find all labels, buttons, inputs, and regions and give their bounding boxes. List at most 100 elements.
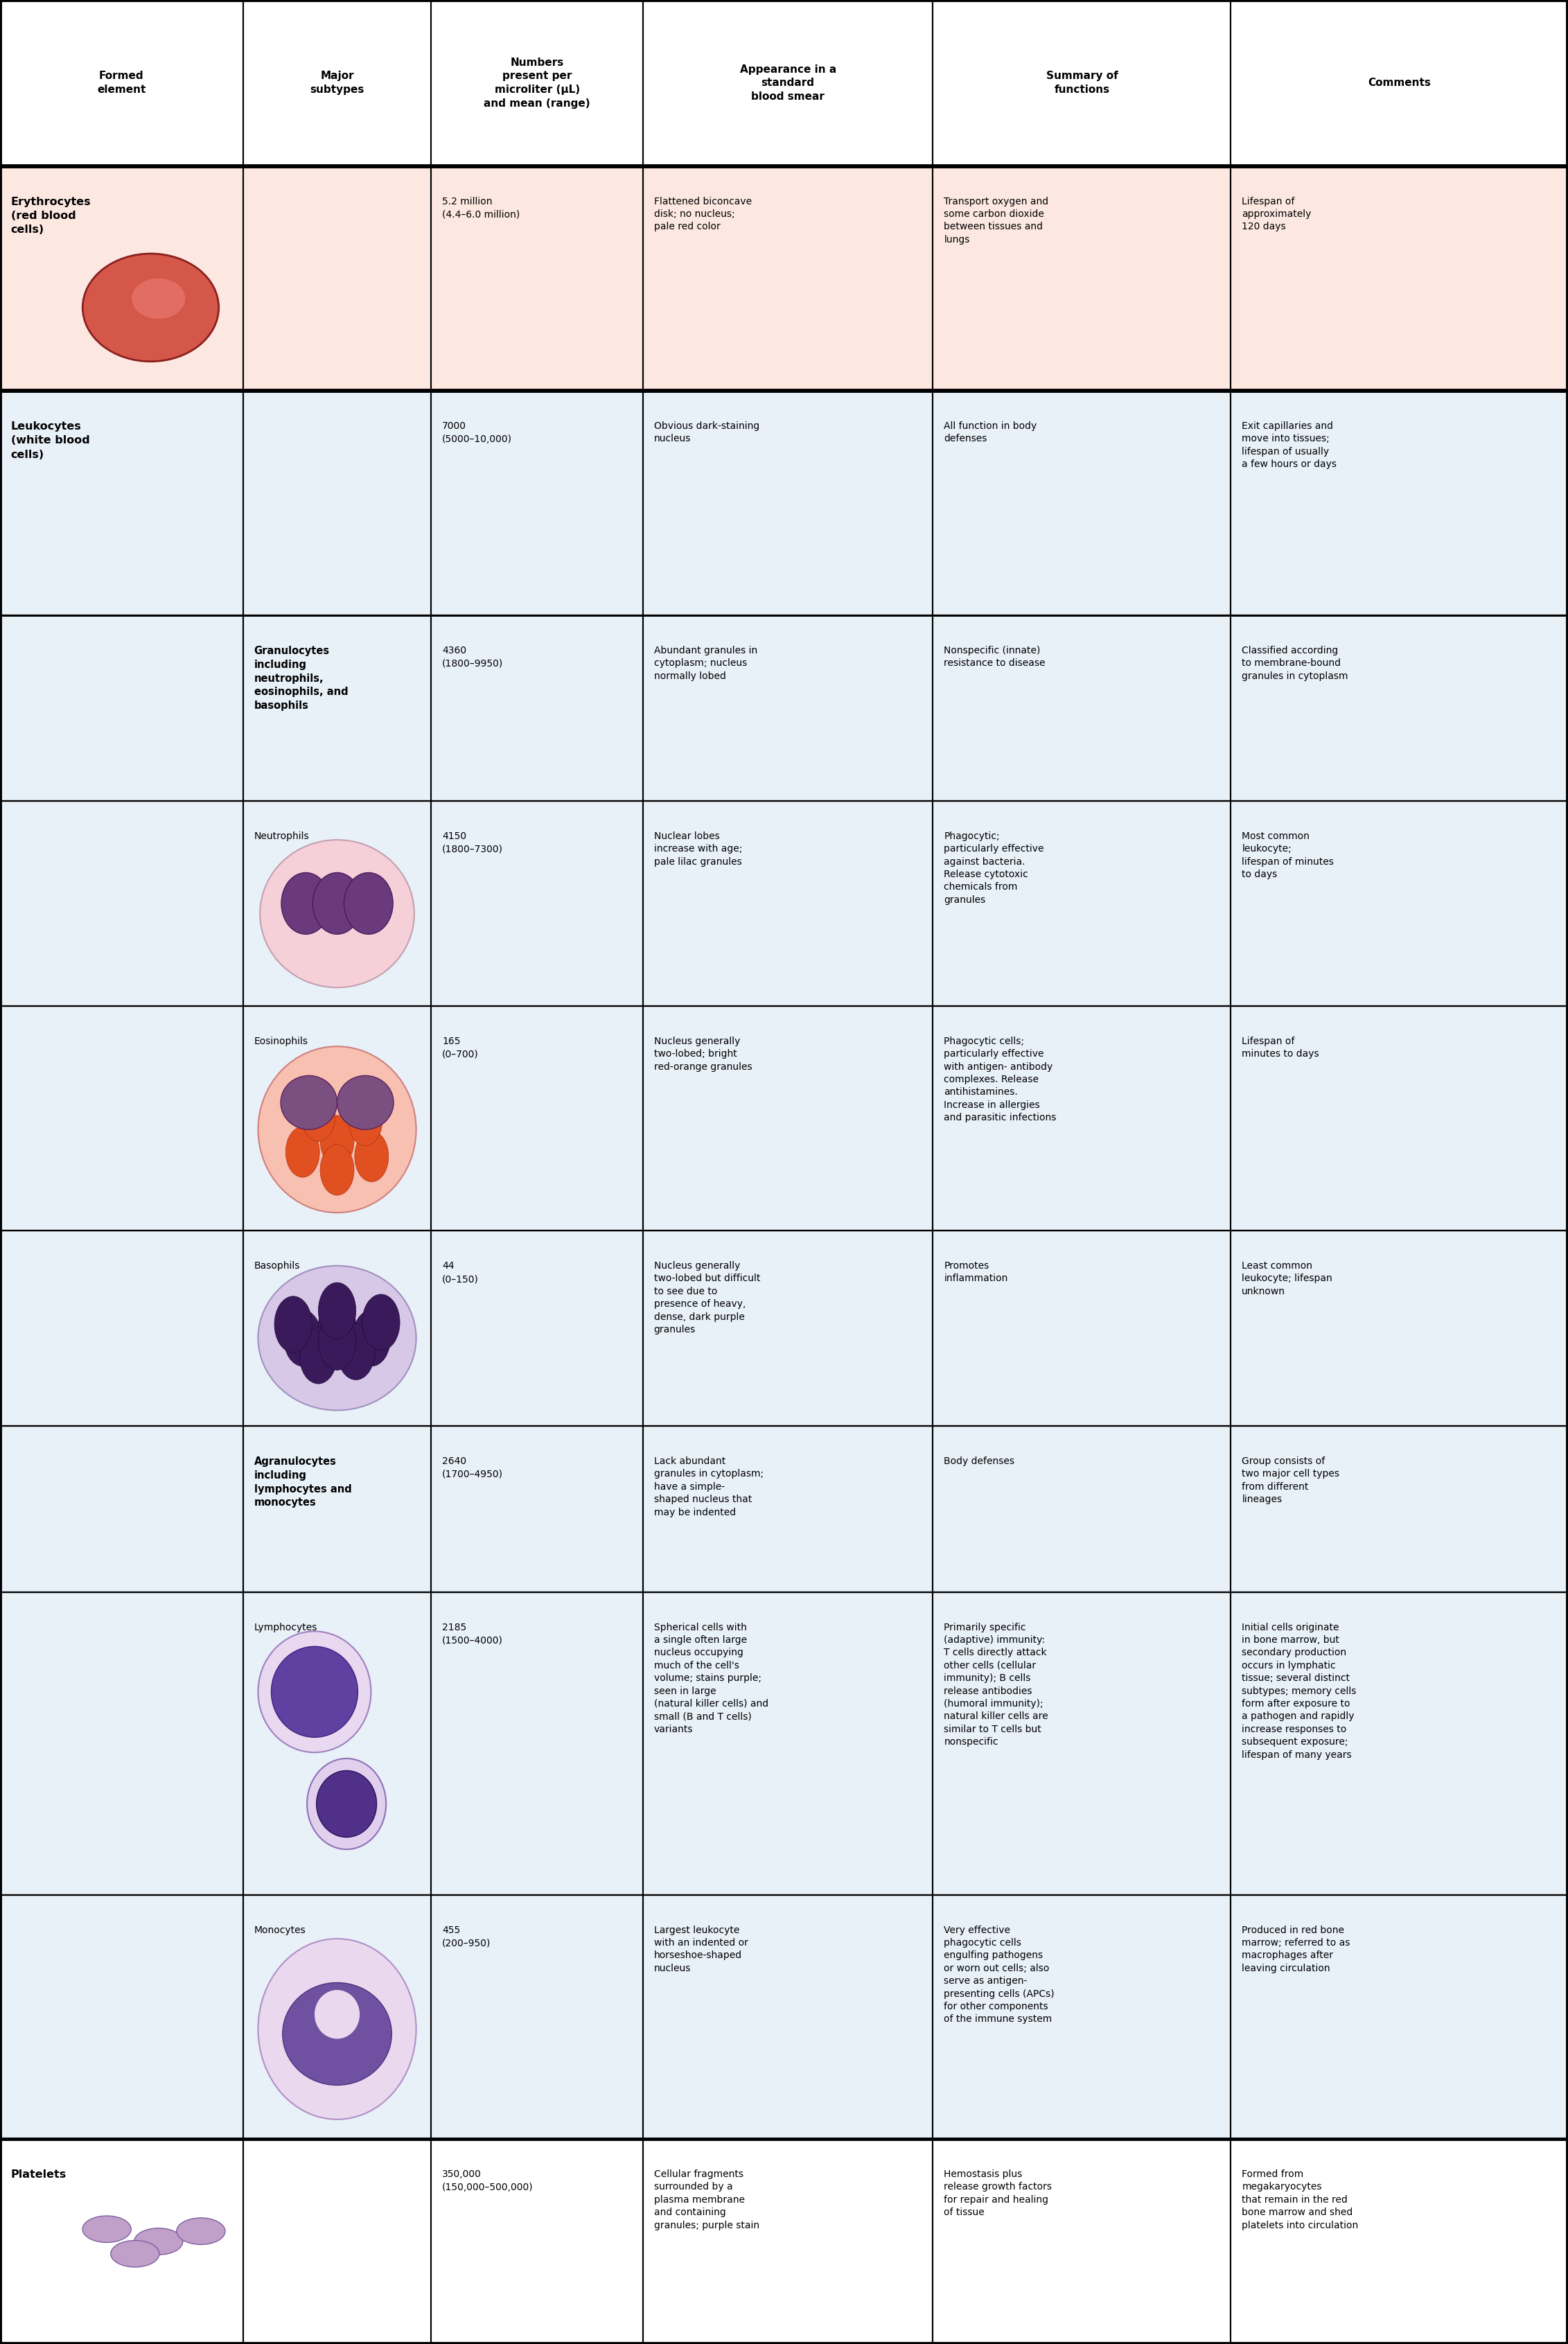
Text: Lymphocytes: Lymphocytes (254, 1622, 317, 1631)
Text: Spherical cells with
a single often large
nucleus occupying
much of the cell's
v: Spherical cells with a single often larg… (654, 1622, 768, 1735)
Text: Obvious dark-staining
nucleus: Obvious dark-staining nucleus (654, 422, 759, 443)
Ellipse shape (83, 2215, 132, 2243)
Text: Hemostasis plus
release growth factors
for repair and healing
of tissue: Hemostasis plus release growth factors f… (944, 2171, 1052, 2217)
Bar (0, 802, 1568, 1006)
Ellipse shape (83, 253, 218, 361)
Text: Formed
element: Formed element (97, 70, 146, 96)
Ellipse shape (281, 872, 331, 935)
Ellipse shape (281, 1076, 337, 1130)
Circle shape (284, 1310, 321, 1367)
Bar (0, 391, 1568, 616)
Text: Nuclear lobes
increase with age;
pale lilac granules: Nuclear lobes increase with age; pale li… (654, 832, 742, 867)
Text: Phagocytic cells;
particularly effective
with antigen- antibody
complexes. Relea: Phagocytic cells; particularly effective… (944, 1036, 1057, 1123)
Text: Summary of
functions: Summary of functions (1046, 70, 1118, 96)
Text: Eosinophils: Eosinophils (254, 1036, 307, 1045)
Circle shape (320, 1144, 354, 1195)
Text: Agranulocytes
including
lymphocytes and
monocytes: Agranulocytes including lymphocytes and … (254, 1456, 351, 1507)
Circle shape (362, 1294, 400, 1350)
Text: Erythrocytes
(red blood
cells): Erythrocytes (red blood cells) (11, 197, 91, 234)
Text: Very effective
phagocytic cells
engulfing pathogens
or worn out cells; also
serv: Very effective phagocytic cells engulfin… (944, 1924, 1055, 2025)
Text: Platelets: Platelets (11, 2171, 66, 2180)
Text: Neutrophils: Neutrophils (254, 832, 309, 841)
Text: Transport oxygen and
some carbon dioxide
between tissues and
lungs: Transport oxygen and some carbon dioxide… (944, 197, 1049, 244)
Ellipse shape (307, 1758, 386, 1849)
Text: 4360
(1800–9950): 4360 (1800–9950) (442, 645, 503, 668)
Text: Nucleus generally
two-lobed but difficult
to see due to
presence of heavy,
dense: Nucleus generally two-lobed but difficul… (654, 1261, 760, 1334)
Text: Least common
leukocyte; lifespan
unknown: Least common leukocyte; lifespan unknown (1242, 1261, 1333, 1296)
Bar (0, 166, 1568, 391)
Ellipse shape (259, 1045, 416, 1212)
Text: Classified according
to membrane-bound
granules in cytoplasm: Classified according to membrane-bound g… (1242, 645, 1348, 682)
Text: 2185
(1500–4000): 2185 (1500–4000) (442, 1622, 503, 1645)
Ellipse shape (177, 2217, 226, 2246)
Circle shape (320, 1116, 354, 1165)
Circle shape (299, 1327, 337, 1383)
Bar (0, 614, 1568, 802)
Circle shape (318, 1299, 356, 1355)
Ellipse shape (282, 1983, 392, 2086)
Ellipse shape (111, 2241, 160, 2267)
Text: Comments: Comments (1367, 77, 1432, 89)
Text: Produced in red bone
marrow; referred to as
macrophages after
leaving circulatio: Produced in red bone marrow; referred to… (1242, 1924, 1350, 1974)
Text: 455
(200–950): 455 (200–950) (442, 1924, 491, 1948)
Text: Formed from
megakaryocytes
that remain in the red
bone marrow and shed
platelets: Formed from megakaryocytes that remain i… (1242, 2171, 1358, 2229)
Text: Largest leukocyte
with an indented or
horseshoe-shaped
nucleus: Largest leukocyte with an indented or ho… (654, 1924, 748, 1974)
Text: Primarily specific
(adaptive) immunity:
T cells directly attack
other cells (cel: Primarily specific (adaptive) immunity: … (944, 1622, 1049, 1746)
Ellipse shape (259, 1938, 416, 2119)
Bar (0, 1231, 1568, 1425)
Text: Appearance in a
standard
blood smear: Appearance in a standard blood smear (740, 63, 836, 101)
Text: Cellular fragments
surrounded by a
plasma membrane
and containing
granules; purp: Cellular fragments surrounded by a plasm… (654, 2171, 759, 2229)
Text: Granulocytes
including
neutrophils,
eosinophils, and
basophils: Granulocytes including neutrophils, eosi… (254, 645, 348, 710)
Ellipse shape (343, 872, 394, 935)
Bar (0, 2140, 1568, 2344)
Text: All function in body
defenses: All function in body defenses (944, 422, 1036, 443)
Text: Monocytes: Monocytes (254, 1924, 306, 1934)
Circle shape (285, 1127, 320, 1177)
Ellipse shape (337, 1076, 394, 1130)
Text: 4150
(1800–7300): 4150 (1800–7300) (442, 832, 503, 853)
Text: 7000
(5000–10,000): 7000 (5000–10,000) (442, 422, 513, 443)
Text: Group consists of
two major cell types
from different
lineages: Group consists of two major cell types f… (1242, 1456, 1339, 1505)
Circle shape (301, 1090, 336, 1142)
Text: Nucleus generally
two-lobed; bright
red-orange granules: Nucleus generally two-lobed; bright red-… (654, 1036, 753, 1071)
Bar (0, 1592, 1568, 1894)
Text: Basophils: Basophils (254, 1261, 299, 1270)
Text: Flattened biconcave
disk; no nucleus;
pale red color: Flattened biconcave disk; no nucleus; pa… (654, 197, 751, 232)
Text: Lifespan of
minutes to days: Lifespan of minutes to days (1242, 1036, 1319, 1059)
Text: Lifespan of
approximately
120 days: Lifespan of approximately 120 days (1242, 197, 1311, 232)
Ellipse shape (259, 1266, 416, 1411)
Circle shape (274, 1296, 312, 1352)
Text: 5.2 million
(4.4–6.0 million): 5.2 million (4.4–6.0 million) (442, 197, 521, 220)
Bar (0, 1425, 1568, 1592)
Ellipse shape (259, 1631, 372, 1753)
Text: 44
(0–150): 44 (0–150) (442, 1261, 478, 1285)
Text: Abundant granules in
cytoplasm; nucleus
normally lobed: Abundant granules in cytoplasm; nucleus … (654, 645, 757, 682)
Text: Numbers
present per
microliter (μL)
and mean (range): Numbers present per microliter (μL) and … (485, 56, 590, 108)
Ellipse shape (317, 1770, 376, 1838)
Circle shape (318, 1282, 356, 1338)
Bar (0, 0, 1568, 166)
Ellipse shape (312, 872, 362, 935)
Text: Initial cells originate
in bone marrow, but
secondary production
occurs in lymph: Initial cells originate in bone marrow, … (1242, 1622, 1356, 1760)
Ellipse shape (135, 2229, 183, 2255)
Text: Leukocytes
(white blood
cells): Leukocytes (white blood cells) (11, 422, 89, 459)
Text: 2640
(1700–4950): 2640 (1700–4950) (442, 1456, 503, 1479)
Bar (0, 1006, 1568, 1231)
Text: Nonspecific (innate)
resistance to disease: Nonspecific (innate) resistance to disea… (944, 645, 1046, 668)
Ellipse shape (132, 279, 185, 319)
Circle shape (337, 1324, 375, 1381)
Ellipse shape (315, 1990, 359, 2039)
Circle shape (318, 1313, 356, 1369)
Text: 165
(0–700): 165 (0–700) (442, 1036, 478, 1059)
Text: Most common
leukocyte;
lifespan of minutes
to days: Most common leukocyte; lifespan of minut… (1242, 832, 1334, 879)
Text: Exit capillaries and
move into tissues;
lifespan of usually
a few hours or days: Exit capillaries and move into tissues; … (1242, 422, 1338, 469)
Ellipse shape (271, 1645, 358, 1737)
Text: 350,000
(150,000–500,000): 350,000 (150,000–500,000) (442, 2171, 533, 2192)
Text: Promotes
inflammation: Promotes inflammation (944, 1261, 1008, 1285)
Text: Body defenses: Body defenses (944, 1456, 1014, 1465)
Text: Phagocytic;
particularly effective
against bacteria.
Release cytotoxic
chemicals: Phagocytic; particularly effective again… (944, 832, 1044, 905)
Circle shape (348, 1095, 383, 1146)
Circle shape (353, 1310, 390, 1367)
Bar (0, 1894, 1568, 2140)
Circle shape (354, 1132, 389, 1181)
